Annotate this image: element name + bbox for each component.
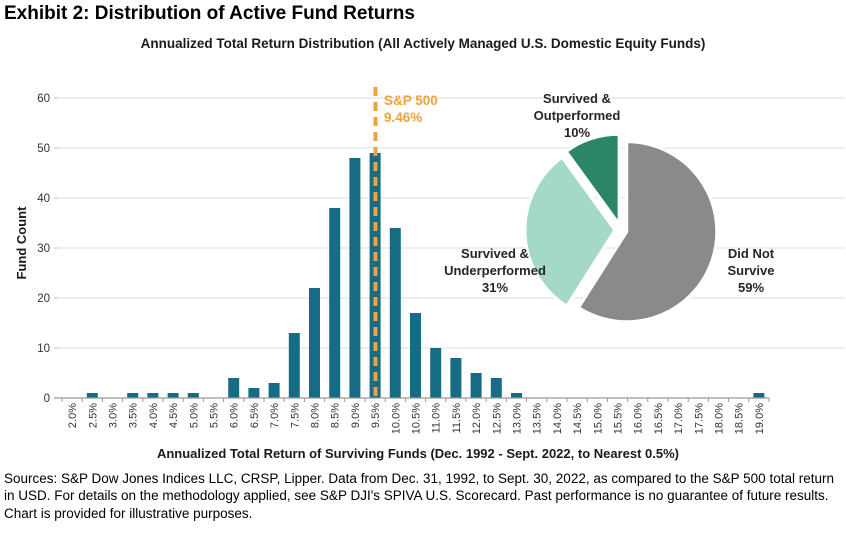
histogram-bar: [470, 373, 482, 398]
histogram-bar: [187, 393, 199, 398]
x-tick-label: 10.0%: [390, 403, 402, 434]
pie-slice-did-not-survive: [577, 140, 719, 324]
x-tick-label: 14.5%: [572, 403, 584, 434]
histogram-bar: [753, 393, 765, 398]
x-tick-label: 9.5%: [370, 403, 382, 428]
y-axis-title: Fund Count: [14, 206, 29, 280]
x-axis-title: Annualized Total Return of Surviving Fun…: [156, 446, 680, 461]
x-tick-label: 13.0%: [512, 403, 524, 434]
x-tick-label: 8.0%: [310, 403, 322, 428]
source-footnote: Sources: S&P Dow Jones Indices LLC, CRSP…: [4, 471, 834, 521]
y-tick-label: 0: [44, 393, 50, 405]
pie-label-did-not-survive: Did Not Survive 59%: [727, 246, 775, 295]
x-tick-label: 12.0%: [471, 403, 483, 434]
pie-slice-survived-underperformed: [523, 155, 617, 308]
histogram-bar: [268, 383, 280, 398]
histogram-bar: [450, 358, 462, 398]
x-tick-label: 6.5%: [249, 403, 261, 428]
pie-label-survived-underperformed: Survived & Underperformed 31%: [444, 246, 546, 295]
histogram-bar: [86, 393, 98, 398]
x-tick-label: 16.0%: [633, 403, 645, 434]
histogram-bar: [430, 348, 442, 398]
pie-slice-survived-outperformed: [564, 132, 621, 226]
x-tick-label: 5.5%: [209, 403, 221, 428]
y-tick-label: 30: [37, 243, 50, 255]
histogram-bar: [309, 288, 320, 398]
x-tick-label: 18.0%: [714, 403, 726, 434]
x-tick-label: 11.0%: [431, 403, 443, 434]
histogram-bar: [410, 313, 421, 398]
x-tick-label: 16.5%: [653, 403, 665, 434]
histogram-bar: [127, 393, 139, 398]
x-tick-label: 5.0%: [188, 403, 200, 428]
x-tick-label: 18.5%: [734, 403, 746, 434]
y-tick-label: 40: [37, 193, 50, 205]
x-tick-label: 4.0%: [148, 403, 160, 428]
x-tick-label: 2.5%: [87, 403, 99, 428]
y-tick-label: 20: [37, 293, 50, 305]
x-tick-label: 15.5%: [613, 403, 625, 434]
histogram-bar: [349, 158, 361, 398]
x-tick-label: 17.5%: [693, 403, 705, 434]
x-tick-label: 8.5%: [330, 403, 342, 428]
x-tick-label: 15.0%: [592, 403, 604, 434]
histogram-bar: [288, 333, 300, 398]
histogram-bar: [389, 228, 401, 398]
histogram-bar: [228, 378, 240, 398]
x-tick-label: 12.5%: [491, 403, 503, 434]
x-tick-label: 7.0%: [269, 403, 281, 428]
histogram-bar: [511, 393, 522, 398]
histogram-bar: [490, 378, 502, 398]
chart-title: Annualized Total Return Distribution (Al…: [140, 36, 706, 51]
histogram-bar: [167, 393, 179, 398]
x-tick-label: 3.0%: [108, 403, 120, 428]
sp500-reference-label: S&P 500 9.46%: [384, 93, 438, 125]
x-tick-label: 14.0%: [552, 403, 564, 434]
x-tick-label: 10.5%: [411, 403, 423, 434]
pie-label-survived-outperformed: Survived & Outperformed 10%: [533, 91, 621, 140]
x-tick-label: 4.5%: [168, 403, 180, 428]
x-tick-label: 19.0%: [754, 403, 766, 434]
exhibit-title: Exhibit 2: Distribution of Active Fund R…: [4, 3, 415, 24]
x-tick-label: 2.0%: [67, 403, 79, 428]
x-tick-label: 17.0%: [673, 403, 685, 434]
x-tick-label: 9.0%: [350, 403, 362, 428]
histogram-bar: [329, 208, 341, 398]
x-tick-label: 7.5%: [289, 403, 301, 428]
y-tick-label: 50: [37, 143, 50, 155]
x-tick-label: 6.0%: [229, 403, 241, 428]
x-tick-label: 11.5%: [451, 403, 463, 434]
histogram-bar: [248, 388, 260, 398]
y-tick-label: 10: [37, 343, 50, 355]
y-tick-label: 60: [37, 93, 50, 105]
x-tick-label: 13.5%: [532, 403, 544, 434]
histogram-bar: [147, 393, 159, 398]
x-tick-label: 3.5%: [128, 403, 140, 428]
